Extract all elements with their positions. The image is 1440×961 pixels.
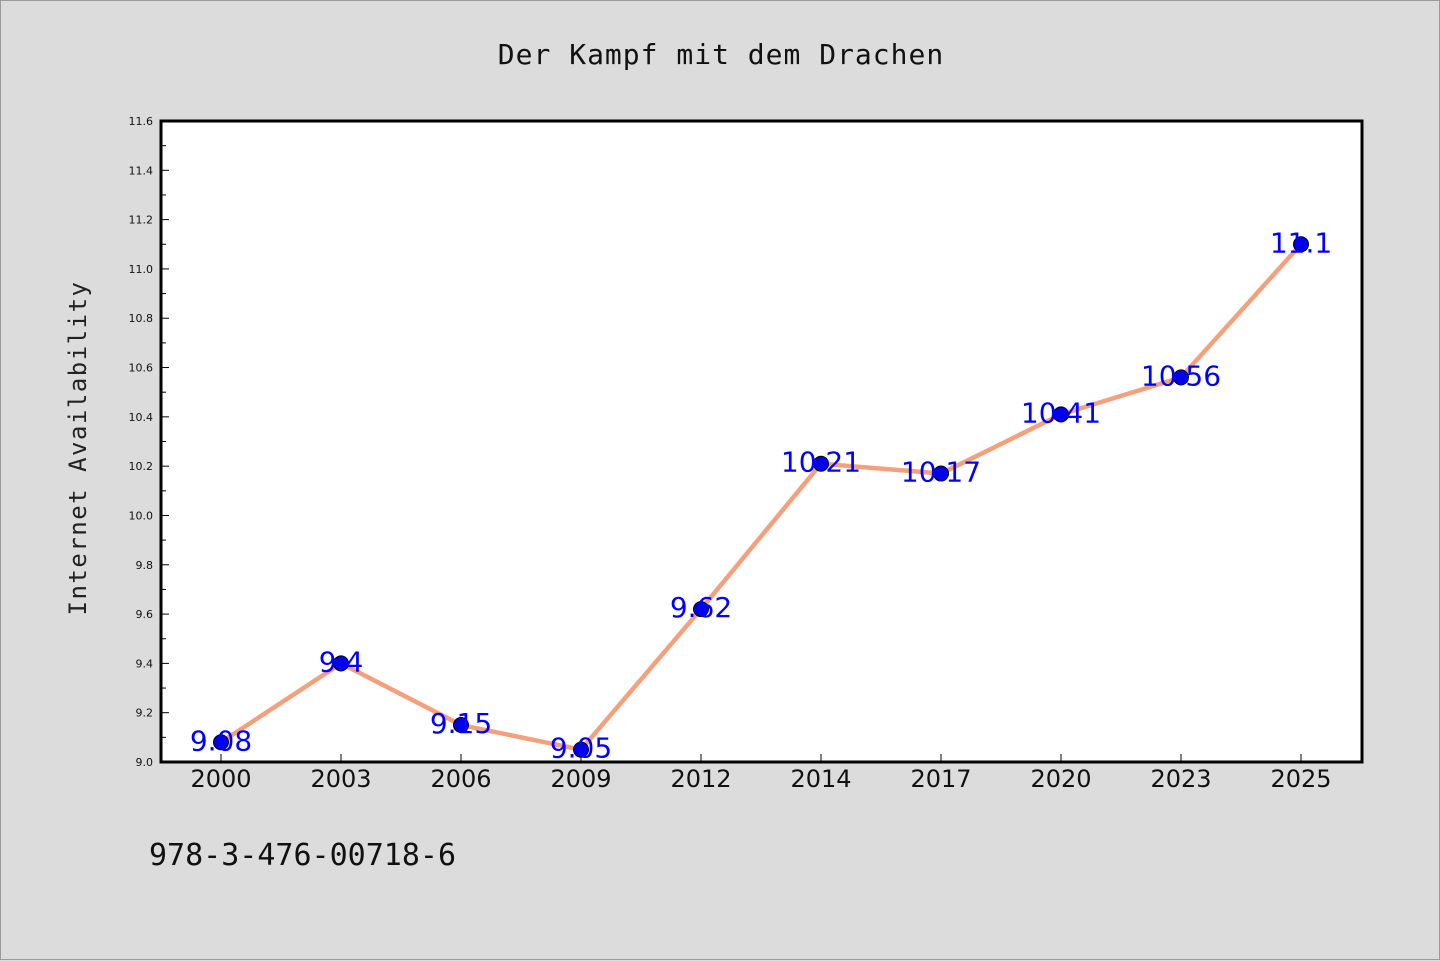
- y-tick-label: 9.2: [136, 707, 154, 720]
- data-label: 9.4: [319, 645, 364, 678]
- x-tick-label: 2000: [190, 765, 251, 793]
- x-tick-label: 2006: [430, 765, 491, 793]
- y-tick-label: 9.0: [136, 756, 154, 769]
- series-line-group: [218, 242, 1304, 752]
- series-line: [218, 242, 1304, 752]
- footer-code: 978-3-476-00718-6: [149, 838, 456, 873]
- plot-border: [159, 119, 1364, 764]
- data-label: 10.17: [901, 456, 981, 489]
- x-axis: 2000 2003 2006 2009 2012 2014 2017 2020 2023 2025: [190, 754, 1332, 793]
- y-tick-label: 11.6: [129, 115, 154, 128]
- data-point: [1053, 406, 1069, 423]
- y-tick-label: 11.0: [129, 263, 154, 276]
- x-tick-label: 2012: [670, 765, 731, 793]
- data-point: [693, 601, 709, 618]
- y-tick-label: 9.4: [136, 657, 154, 670]
- data-point: [933, 465, 949, 482]
- data-points: [213, 236, 1309, 758]
- y-tick-label: 10.6: [129, 362, 154, 375]
- y-tick-label: 10.4: [129, 411, 154, 424]
- data-point: [213, 734, 229, 751]
- plot-area: [161, 121, 1362, 762]
- data-label: 9.62: [670, 591, 732, 624]
- x-tick-label: 2009: [550, 765, 611, 793]
- x-tick-label: 2003: [310, 765, 371, 793]
- y-tick-label: 10.8: [129, 312, 154, 325]
- x-tick-label: 2017: [910, 765, 971, 793]
- data-point: [813, 455, 829, 472]
- data-point: [573, 741, 589, 758]
- x-tick-label: 2020: [1030, 765, 1091, 793]
- data-point: [1173, 369, 1189, 386]
- x-tick-label: 2023: [1150, 765, 1211, 793]
- y-tick-label: 10.0: [129, 509, 154, 522]
- data-label: 9.08: [190, 724, 252, 757]
- data-label: 10.56: [1141, 359, 1221, 392]
- y-tick-label: 9.8: [136, 559, 154, 572]
- y-tick-label: 9.6: [136, 608, 154, 621]
- data-label: 9.15: [430, 707, 492, 740]
- y-tick-label: 11.2: [129, 214, 154, 227]
- y-tick-label: 11.4: [129, 164, 154, 177]
- x-tick-label: 2014: [790, 765, 851, 793]
- x-tick-label: 2025: [1270, 765, 1331, 793]
- y-axis: 9.0 9.2 9.4 9.6 9.8 10.0 10.2 10.4 10.6 10.8 11.0 1…: [129, 115, 169, 769]
- data-label: 10.41: [1021, 396, 1101, 429]
- data-point: [333, 655, 349, 672]
- data-point: [453, 717, 469, 734]
- data-label: 9.05: [550, 732, 612, 765]
- data-point: [1293, 236, 1309, 253]
- chart-title: Der Kampf mit dem Drachen: [498, 38, 944, 71]
- data-labels: 9.08 9.4 9.15 9.05 9.62 10.21 10.17 10.41 10.56 1…: [190, 226, 1332, 764]
- data-label: 11.1: [1270, 226, 1332, 259]
- y-tick-label: 10.2: [129, 460, 154, 473]
- data-label: 10.21: [781, 446, 861, 479]
- y-axis-label: Internet Availability: [64, 281, 92, 616]
